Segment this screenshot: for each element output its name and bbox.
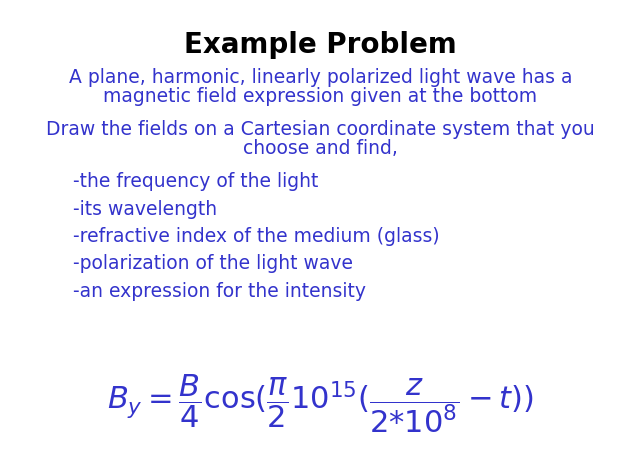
Text: Example Problem: Example Problem <box>184 31 457 59</box>
Text: -an expression for the intensity: -an expression for the intensity <box>73 282 366 301</box>
Text: -refractive index of the medium (glass): -refractive index of the medium (glass) <box>73 227 440 246</box>
Text: -the frequency of the light: -the frequency of the light <box>73 172 319 191</box>
Text: -its wavelength: -its wavelength <box>73 200 217 219</box>
Text: Draw the fields on a Cartesian coordinate system that you: Draw the fields on a Cartesian coordinat… <box>46 120 595 139</box>
Text: magnetic field expression given at the bottom: magnetic field expression given at the b… <box>103 87 538 106</box>
Text: -polarization of the light wave: -polarization of the light wave <box>73 254 353 273</box>
Text: $B_{y} = \dfrac{B}{4}\cos(\dfrac{\pi}{2}10^{15}(\dfrac{z}{2{*}10^{8}}-t))$: $B_{y} = \dfrac{B}{4}\cos(\dfrac{\pi}{2}… <box>107 372 534 435</box>
Text: choose and find,: choose and find, <box>243 139 398 158</box>
Text: A plane, harmonic, linearly polarized light wave has a: A plane, harmonic, linearly polarized li… <box>69 68 572 87</box>
